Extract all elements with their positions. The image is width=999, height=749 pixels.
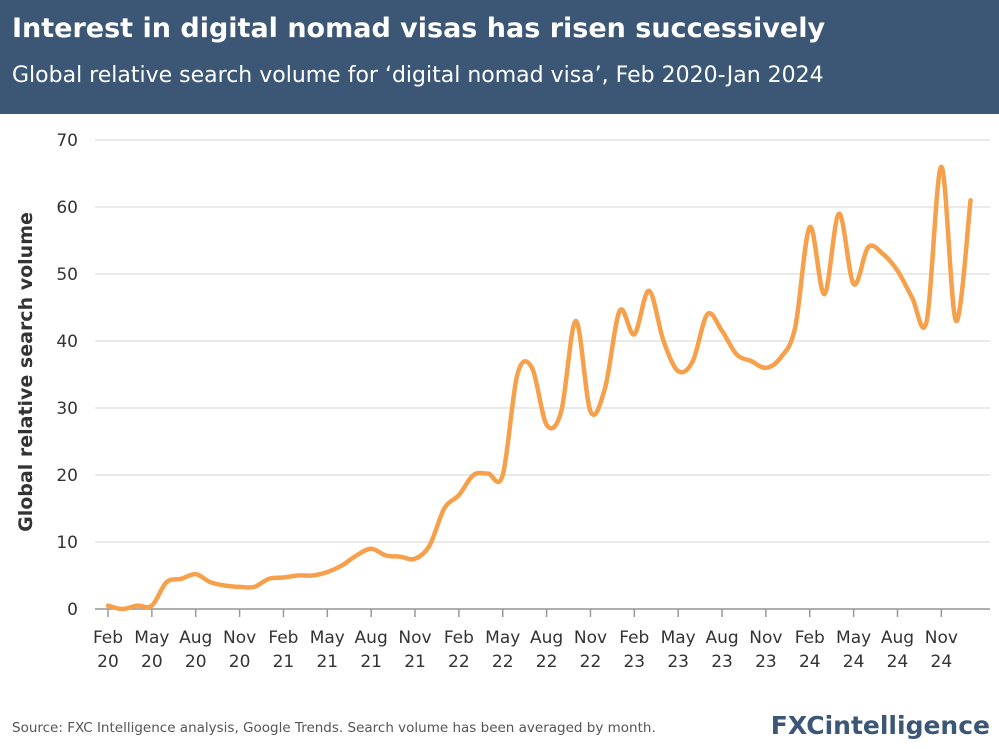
x-tick-label: May 24 [836,628,871,672]
x-tick-label: Nov 22 [574,628,607,672]
logo: FXCintelligence [771,711,990,740]
y-tick-label: 0 [67,600,78,620]
x-tick-label: May 23 [661,628,696,672]
x-tick-label: Feb 22 [444,628,474,672]
y-tick-label: 70 [56,131,78,151]
header-band [0,0,999,114]
x-tick-label: Aug 22 [530,628,563,672]
chart-title: Interest in digital nomad visas has rise… [12,13,825,44]
x-tick-label: Aug 23 [705,628,738,672]
source-note: Source: FXC Intelligence analysis, Googl… [12,720,656,736]
y-axis-label: Global relative search volume [15,212,37,532]
y-tick-label: 30 [56,399,78,419]
x-tick-label: Feb 23 [619,628,649,672]
series-line [105,164,973,612]
y-tick-label: 40 [56,332,78,352]
x-tick-label: Nov 23 [749,628,782,672]
x-tick-label: Feb 24 [795,628,825,672]
x-tick-label: Aug 21 [355,628,388,672]
x-tick-label: May 20 [134,628,169,672]
x-tick-label: Nov 21 [398,628,431,672]
x-tick-label: Aug 20 [179,628,212,672]
x-tick-label: May 21 [310,628,345,672]
x-tick-label: Nov 20 [223,628,256,672]
y-tick-label: 60 [56,198,78,218]
x-tick-label: Feb 20 [93,628,123,672]
x-tick-label: May 22 [485,628,520,672]
y-tick-label: 10 [56,533,78,553]
x-tick-label: Nov 24 [925,628,958,672]
chart-subtitle: Global relative search volume for ‘digit… [12,63,824,88]
x-tick-label: Aug 24 [881,628,914,672]
x-tick-label: Feb 21 [268,628,298,672]
y-tick-label: 20 [56,466,78,486]
y-tick-label: 50 [56,265,78,285]
